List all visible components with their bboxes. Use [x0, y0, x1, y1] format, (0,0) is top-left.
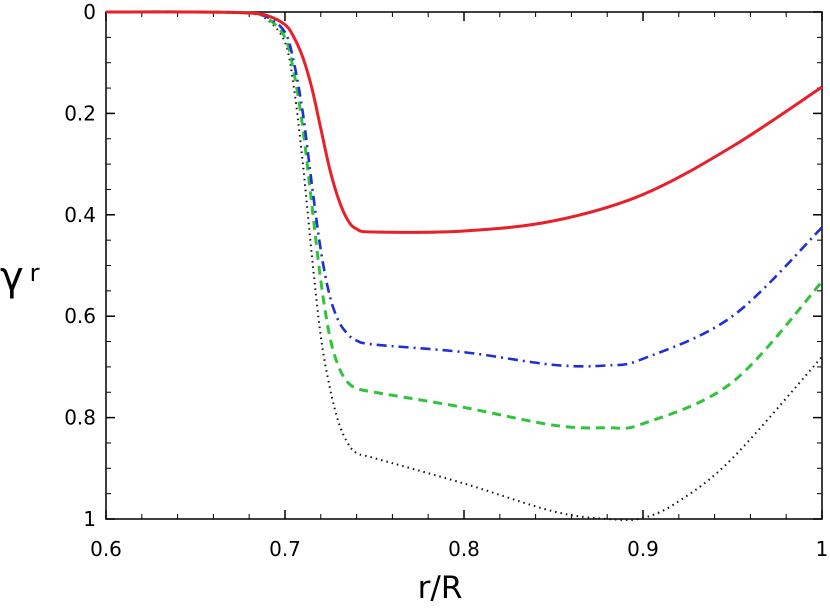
series-line-dashed: [105, 10, 824, 430]
series-line-solid: [105, 10, 823, 234]
series-lines: [105, 10, 824, 522]
x-axis-title: r/R: [418, 570, 463, 606]
plot-frame: [105, 11, 823, 520]
x-tick-label: 0.7: [269, 537, 301, 561]
x-tick-label: 0.6: [90, 537, 122, 561]
y-tick-label: 0.2: [64, 101, 96, 125]
series-line-dotted: [105, 10, 823, 522]
y-tick-label: 0.6: [64, 304, 96, 328]
y-axis-title-subscript: r: [30, 259, 40, 287]
ticks: [105, 11, 823, 520]
y-tick-label: 1: [83, 507, 96, 531]
x-tick-label: 0.8: [448, 537, 480, 561]
tick-labels: 0.6 0.7 0.8 0.9 1 0 0.2 0.4 0.6 0.8 1: [64, 0, 828, 561]
y-tick-label: 0.4: [64, 203, 96, 227]
y-axis-title-symbol: γ: [0, 254, 24, 300]
y-tick-label: 0: [83, 0, 96, 24]
x-tick-label: 1: [816, 537, 829, 561]
x-tick-label: 0.9: [627, 537, 659, 561]
y-tick-label: 0.8: [64, 406, 96, 430]
series-line-dash-dot: [105, 10, 823, 368]
